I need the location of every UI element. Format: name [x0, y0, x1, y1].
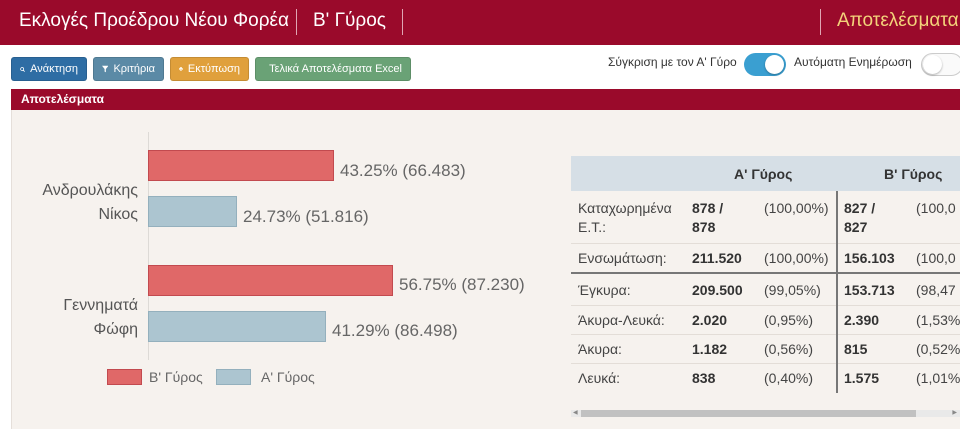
bar-value-label: 56.75% (87.230) [399, 275, 525, 294]
row-label: Ενσωμάτωση: [578, 250, 667, 266]
bar-round-a-androulakis[interactable] [148, 196, 237, 227]
row-label: Άκυρα: [578, 341, 622, 357]
round-a-percent: (100,00%) [764, 200, 829, 216]
round-a-value: 1.182 [692, 341, 728, 357]
chart-axis [148, 132, 149, 360]
row-divider [571, 305, 960, 306]
round-b-percent: (100,0 [916, 200, 956, 216]
auto-update-label: Αυτόματη Ενημέρωση [794, 55, 912, 69]
nav-results-active[interactable]: Αποτελέσματα [837, 10, 959, 31]
round-b-value: 815 [844, 341, 868, 357]
round-b-percent: (1,53% [916, 312, 960, 328]
row-divider [571, 363, 960, 364]
round-a-percent: (99,05%) [764, 282, 821, 298]
legend-label-round-b[interactable]: Β' Γύρος [149, 369, 203, 385]
table-header: Α' Γύρος Β' Γύρος [571, 156, 960, 191]
row-label: Καταχωρημένα Ε.Τ.: [578, 200, 672, 235]
round-column-divider [836, 191, 838, 393]
row-label: Άκυρα-Λευκά: [578, 312, 665, 328]
round-a-value: 838 [692, 370, 716, 386]
bar-value-label: 43.25% (66.483) [340, 161, 466, 180]
results-panel-header: Αποτελέσματα [11, 89, 960, 110]
bar-value-label: 24.73% (51.816) [243, 207, 369, 226]
round-a-value: 878 /878 [692, 200, 724, 235]
scrollbar-thumb[interactable] [581, 410, 916, 417]
scroll-right-arrow-icon[interactable]: ▶ [952, 410, 957, 416]
table-horizontal-scrollbar[interactable]: ◀ ▶ [571, 410, 960, 417]
compare-first-round-toggle[interactable] [744, 53, 786, 76]
legend-swatch-round-b [107, 369, 142, 385]
filter-icon [102, 65, 109, 73]
print-icon [179, 67, 183, 71]
scroll-left-arrow-icon[interactable]: ◀ [573, 410, 578, 416]
retrieve-label: Ανάκτηση [30, 63, 78, 75]
round-b-percent: (100,0 [916, 250, 956, 266]
round-a-value: 2.020 [692, 312, 728, 328]
divider [820, 9, 821, 35]
toggle-knob [923, 55, 942, 74]
retrieve-button[interactable]: Ανάκτηση [11, 57, 87, 81]
toggle-knob [765, 55, 784, 74]
round-a-value: 209.500 [692, 282, 743, 298]
excel-export-label: Τελικά Αποτελέσματα Excel [269, 63, 402, 75]
round-a-percent: (0,40%) [764, 370, 814, 386]
excel-export-button[interactable]: Τελικά Αποτελέσματα Excel [255, 57, 411, 81]
top-navbar: Εκλογές Προέδρου Νέου Φορέα Β' Γύρος Απο… [0, 0, 960, 45]
round-a-value: 211.520 [692, 250, 742, 266]
auto-update-toggle[interactable] [921, 53, 960, 76]
print-button[interactable]: Εκτύπωση [170, 57, 249, 81]
round-a-percent: (0,95%) [764, 312, 814, 328]
bar-round-a-gennimata[interactable] [148, 311, 326, 342]
search-icon [20, 66, 25, 72]
divider [296, 9, 297, 35]
legend-swatch-round-a [216, 369, 251, 385]
round-b-value: 827 /827 [844, 200, 876, 235]
candidate-label: Γεννηματά Φώφη [63, 297, 138, 338]
print-label: Εκτύπωση [187, 63, 240, 75]
round-b-value: 153.713 [844, 282, 895, 298]
candidate-label: Ανδρουλάκης Νίκος [42, 182, 138, 223]
compare-first-round-label: Σύγκριση με τον Α' Γύρο [608, 55, 737, 69]
round-a-percent: (0,56%) [764, 341, 814, 357]
section-divider [571, 272, 960, 274]
results-comparison-table: Α' Γύρος Β' Γύρος Καταχωρημένα Ε.Τ.: 878 … [571, 156, 960, 398]
criteria-button[interactable]: Κριτήρια [93, 57, 164, 81]
round-b-value: 2.390 [844, 312, 880, 328]
row-divider [571, 334, 960, 335]
bar-round-b-gennimata[interactable] [148, 265, 393, 296]
row-label: Έγκυρα: [578, 282, 631, 298]
row-label: Λευκά: [578, 370, 621, 386]
round-link[interactable]: Β' Γύρος [313, 10, 386, 31]
round-b-percent: (0,52% [916, 341, 960, 357]
legend-label-round-a[interactable]: Α' Γύρος [261, 369, 315, 385]
column-header-round-a: Α' Γύρος [734, 166, 793, 182]
row-divider [571, 243, 960, 244]
round-b-value: 156.103 [844, 250, 895, 266]
app-title: Εκλογές Προέδρου Νέου Φορέα [19, 10, 289, 31]
column-header-round-b: Β' Γύρος [884, 166, 943, 182]
bar-value-label: 41.29% (86.498) [332, 321, 458, 340]
divider [402, 9, 403, 35]
criteria-label: Κριτήρια [113, 63, 155, 75]
round-b-percent: (1,01% [916, 370, 960, 386]
round-b-percent: (98,47 [916, 282, 956, 298]
bar-round-b-androulakis[interactable] [148, 150, 334, 181]
round-a-percent: (100,00%) [764, 250, 829, 266]
round-b-value: 1.575 [844, 370, 880, 386]
